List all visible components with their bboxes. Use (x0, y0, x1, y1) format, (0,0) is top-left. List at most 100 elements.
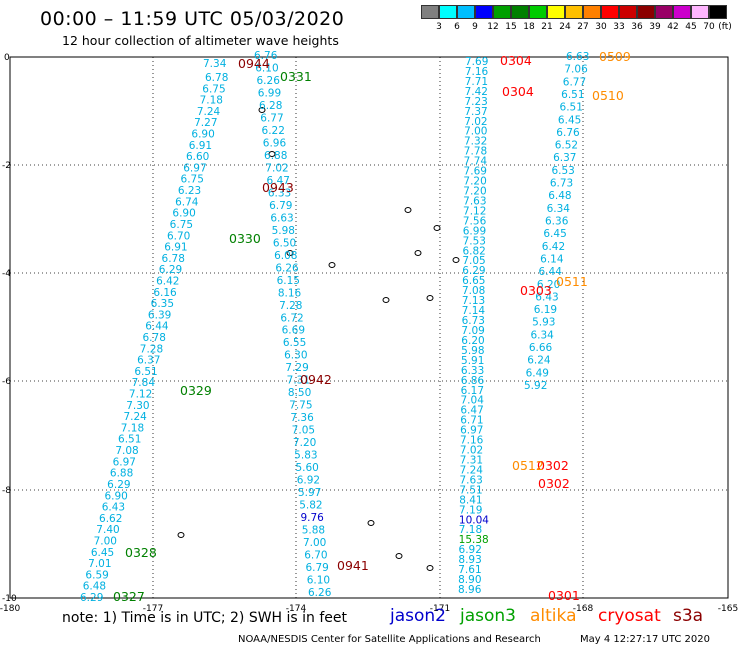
track-c-value: 6.17 (461, 385, 484, 397)
track-d-value: 6.45 (543, 228, 566, 240)
track-c-value: 7.51 (459, 484, 482, 496)
track-c-value: 5.98 (461, 345, 484, 357)
chart-title: 00:00 – 11:59 UTC 05/03/2020 (40, 8, 345, 30)
track-d-value: 6.49 (526, 367, 549, 379)
track-c-value: 7.32 (464, 136, 487, 148)
track-c-value: 7.69 (465, 56, 488, 68)
track-c-value: 6.82 (462, 245, 485, 257)
legend-label: 15 (505, 22, 517, 32)
track-d-value: 6.66 (529, 342, 553, 354)
track-a-value: 6.51 (118, 434, 141, 446)
time-label: 0329 (180, 383, 212, 398)
track-c-value: 7.14 (462, 305, 486, 317)
track-a-value: 6.91 (189, 140, 212, 152)
track-b-value: 5.60 (295, 462, 318, 474)
track-a-value: 6.74 (175, 196, 199, 208)
track-c-value: 6.99 (463, 225, 486, 237)
track-c-value: 6.86 (461, 375, 485, 387)
time-label: 0941 (337, 558, 369, 573)
track-b-value: 6.76 (254, 50, 278, 62)
track-b-value: 6.33 (268, 187, 291, 199)
legend-swatch (691, 5, 709, 19)
track-a-value: 6.75 (202, 83, 225, 95)
track-a-value: 6.62 (99, 513, 122, 525)
track-d-value: 6.77 (563, 76, 586, 88)
x-tick-label: -168 (573, 604, 594, 614)
track-a-value: 7.08 (115, 445, 138, 457)
track-a-value: 6.78 (143, 332, 166, 344)
track-a-value: 7.18 (200, 95, 223, 107)
track-a-value: 6.91 (164, 242, 187, 254)
x-tick-label: -177 (143, 604, 163, 614)
legend-label: 12 (487, 22, 499, 32)
track-d-value: 6.63 (566, 51, 589, 63)
legend-swatch (493, 5, 511, 19)
track-b-value: 6.70 (304, 550, 327, 562)
track-b-value: 6.92 (297, 475, 320, 487)
legend-label: 21 (541, 22, 553, 32)
track-a-value: 7.28 (140, 343, 163, 355)
track-d-value: 6.43 (535, 291, 558, 303)
island (426, 295, 434, 301)
legend-swatch (475, 5, 493, 19)
track-d-value: 6.36 (545, 216, 569, 228)
track-c-value: 7.74 (464, 156, 488, 168)
track-a-value: 6.60 (186, 151, 209, 163)
track-d-value: 6.42 (542, 241, 565, 253)
track-a-value: 6.16 (153, 287, 177, 299)
track-b-value: 6.30 (284, 350, 307, 362)
time-label: 0511 (556, 274, 588, 289)
track-d-value: 6.48 (548, 190, 571, 202)
track-a-value: 6.59 (85, 569, 108, 581)
track-b-value: 6.26 (275, 262, 299, 274)
track-b-value: 5.88 (302, 525, 325, 537)
track-c-value: 7.20 (463, 186, 486, 198)
track-c-value: 7.02 (464, 116, 487, 128)
track-b-value: 6.15 (277, 275, 300, 287)
track-c-value: 6.92 (459, 544, 482, 556)
track-d-value: 6.45 (558, 114, 581, 126)
legend-unit: (ft) (718, 22, 732, 32)
y-tick-label: -6 (2, 377, 11, 387)
map-frame (9, 56, 729, 599)
track-c-value: 7.18 (459, 524, 482, 536)
x-tick-label: -165 (718, 604, 738, 614)
track-a-value: 7.24 (197, 106, 221, 118)
track-c-value: 8.41 (459, 494, 482, 506)
satellite-cryosat: cryosat (598, 606, 661, 626)
time-label: 0327 (113, 589, 145, 604)
track-a-value: 6.29 (159, 264, 182, 276)
track-b-value: 6.63 (270, 212, 293, 224)
track-c-value: 7.71 (465, 76, 488, 88)
track-a-value: 7.30 (126, 400, 149, 412)
track-b-value: 7.00 (303, 537, 326, 549)
legend-swatch (583, 5, 601, 19)
track-b-value: 6.79 (269, 200, 292, 212)
legend-swatch (673, 5, 691, 19)
track-a-value: 6.39 (148, 309, 171, 321)
satellite-jason3: jason3 (460, 606, 516, 626)
legend-label: 24 (559, 22, 571, 32)
track-a-value: 6.44 (145, 321, 169, 333)
time-label: 0331 (280, 69, 312, 84)
track-a-value: 6.48 (83, 581, 106, 593)
satellite-jason2: jason2 (390, 606, 446, 626)
track-d-value: 6.52 (555, 140, 578, 152)
track-b-value: 6.69 (282, 325, 305, 337)
legend-swatch (457, 5, 475, 19)
track-d-value: 7.06 (564, 64, 588, 76)
island (268, 151, 276, 157)
track-c-value: 6.20 (461, 335, 484, 347)
track-c-value: 7.42 (465, 86, 488, 98)
time-label: 0302 (538, 476, 570, 491)
track-c-value: 7.02 (460, 445, 483, 457)
track-c-value: 7.31 (460, 454, 483, 466)
legend-swatch (439, 5, 457, 19)
track-c-value: 7.63 (459, 474, 482, 486)
legend-label: 9 (472, 22, 478, 32)
track-d-value: 6.19 (534, 304, 557, 316)
time-label: 0303 (520, 283, 552, 298)
track-b-value: 6.88 (264, 150, 287, 162)
track-d-value: 6.53 (551, 165, 574, 177)
island (177, 532, 185, 538)
